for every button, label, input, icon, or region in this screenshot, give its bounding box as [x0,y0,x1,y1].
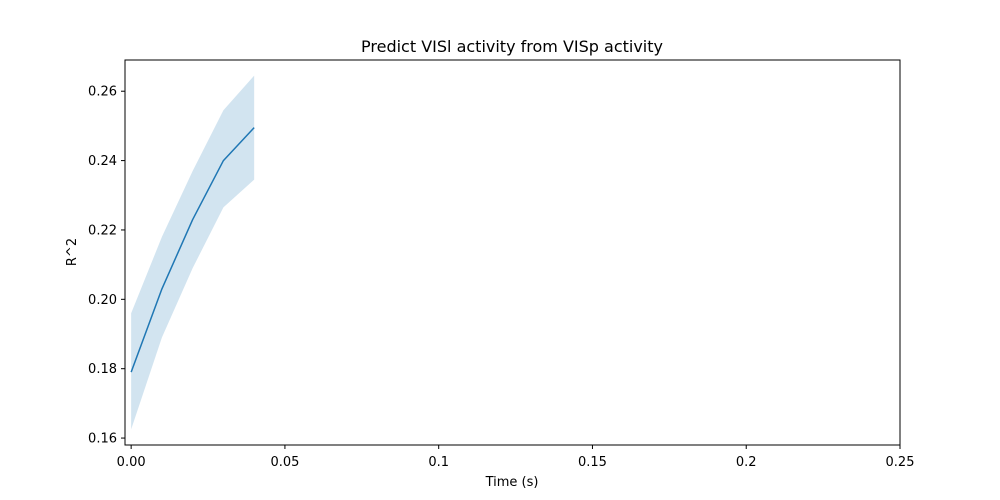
x-axis-ticks: 0.00 0.05 0.1 0.15 0.2 0.25 [117,445,915,470]
confidence-band [131,75,255,430]
plot-frame [124,59,901,446]
y-tick-label: 0.20 [88,293,117,308]
x-tick-label: 0.1 [428,455,449,470]
chart-title: Predict VISl activity from VISp activity [361,37,663,56]
x-tick-label: 0.00 [117,455,146,470]
x-axis-label: Time (s) [485,475,539,490]
x-tick-label: 0.05 [270,455,299,470]
y-axis-label: R^2 [65,238,80,266]
x-tick-label: 0.2 [736,455,757,470]
confidence-band-layer [131,75,255,430]
x-tick-label: 0.25 [886,455,915,470]
series-line-layer [130,127,255,373]
x-tick-label: 0.15 [578,455,607,470]
y-tick-label: 0.18 [88,362,117,377]
y-tick-label: 0.16 [88,432,117,447]
y-tick-label: 0.24 [88,154,117,169]
y-tick-label: 0.26 [88,85,117,100]
y-axis-ticks: 0.16 0.18 0.20 0.22 0.24 0.26 [88,85,125,447]
series-line [130,127,255,373]
y-tick-label: 0.22 [88,223,117,238]
